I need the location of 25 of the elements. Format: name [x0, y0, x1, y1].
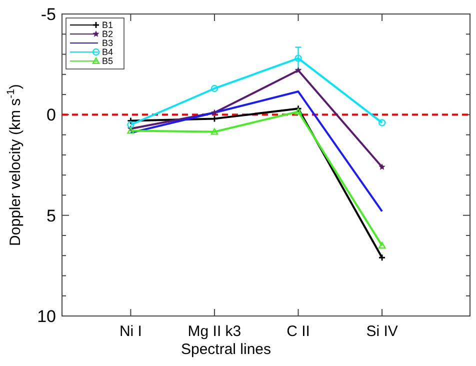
y-tick-label: 0 [46, 106, 56, 125]
point [378, 119, 386, 126]
y-tick-label: -5 [40, 4, 56, 24]
legend-label: B5 [102, 56, 114, 66]
y-tick-label: 10 [37, 306, 56, 326]
point [294, 54, 302, 62]
x-tick-label: Si IV [366, 323, 398, 340]
point [294, 108, 302, 115]
legend-label: B3 [102, 38, 114, 48]
x-axis-title: Spectral lines [180, 341, 272, 358]
x-tick-label: Mg II k3 [188, 323, 242, 340]
point [211, 109, 218, 116]
point [210, 84, 218, 92]
point [378, 242, 386, 249]
point [127, 121, 134, 128]
legend-label: B1 [102, 20, 114, 30]
legend-label: B4 [102, 47, 114, 58]
point [210, 128, 218, 135]
legend-label: B2 [102, 29, 114, 40]
y-tick-label: 5 [46, 206, 56, 226]
point [294, 66, 302, 74]
x-tick-label: Ni I [119, 323, 142, 340]
point [379, 254, 386, 261]
x-tick-label: C II [286, 323, 310, 340]
point [378, 164, 386, 170]
